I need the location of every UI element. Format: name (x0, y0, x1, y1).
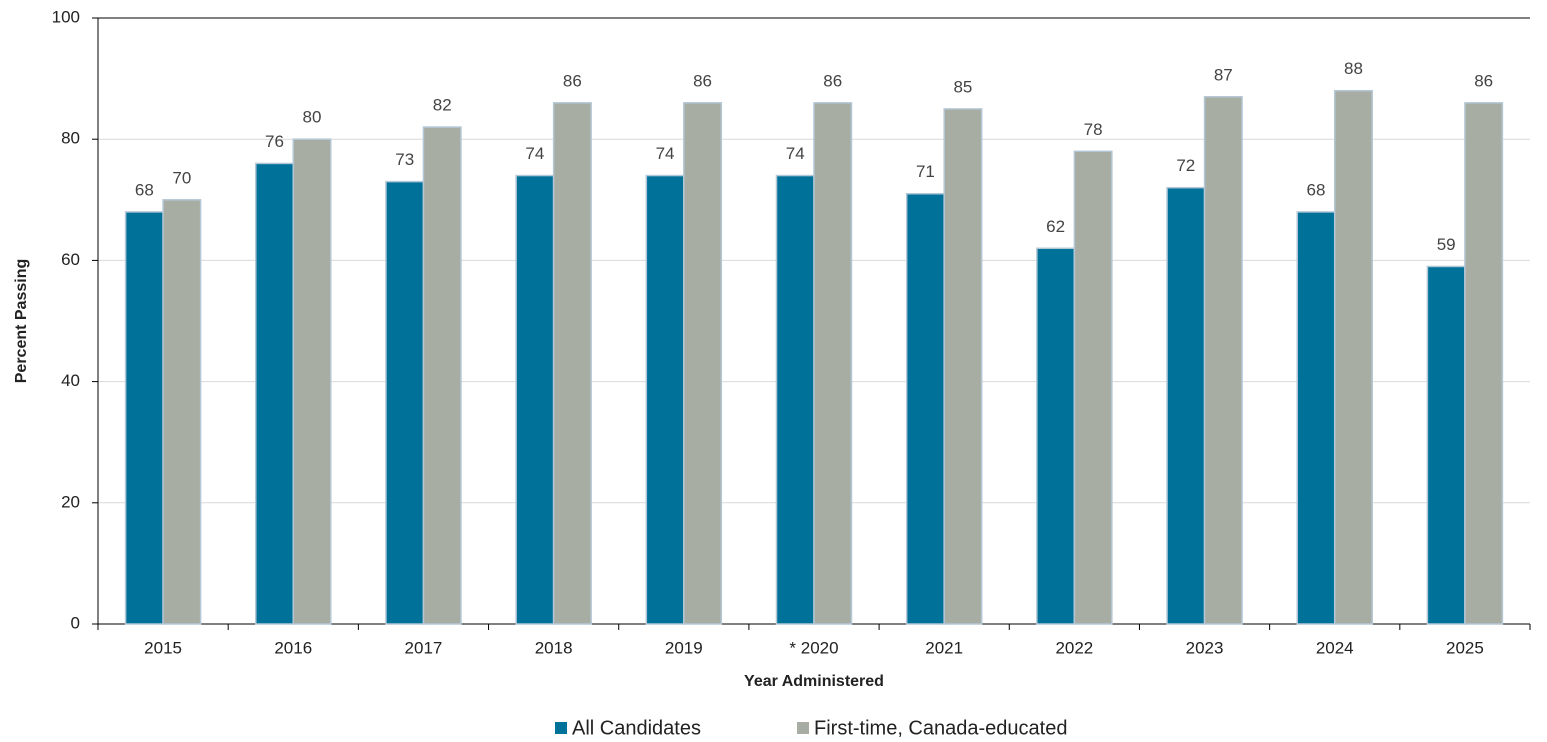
bar (1073, 150, 1113, 625)
value-label: 85 (953, 77, 972, 96)
legend-swatch (555, 722, 567, 734)
value-label: 74 (525, 144, 544, 163)
x-tick-label: 2017 (405, 638, 443, 657)
bar (1296, 211, 1336, 625)
value-label: 80 (303, 108, 322, 127)
x-tick-label: * 2020 (789, 638, 838, 657)
bar (552, 102, 592, 625)
legend-swatch (797, 722, 809, 734)
bar (645, 174, 685, 625)
value-label: 59 (1437, 235, 1456, 254)
x-tick-label: 2019 (665, 638, 703, 657)
value-label: 68 (135, 180, 154, 199)
bar (1333, 89, 1373, 625)
y-axis-label: Percent Passing (13, 259, 30, 384)
x-tick-label: 2018 (535, 638, 573, 657)
bar (515, 174, 555, 625)
bar (775, 174, 815, 625)
bar (943, 108, 983, 625)
x-tick-label: 2023 (1186, 638, 1224, 657)
value-label: 70 (172, 168, 191, 187)
bar (905, 192, 945, 625)
bar (422, 126, 462, 625)
legend-label: All Candidates (572, 717, 701, 739)
value-label: 78 (1084, 120, 1103, 139)
legend-label: First-time, Canada-educated (814, 717, 1067, 739)
bar (292, 138, 332, 625)
bar (1464, 102, 1504, 625)
y-tick-label: 100 (52, 7, 80, 26)
bar (385, 180, 425, 625)
value-label: 86 (1474, 71, 1493, 90)
value-label: 74 (656, 144, 675, 163)
x-tick-label: 2021 (925, 638, 963, 657)
bar (162, 199, 202, 625)
bar (124, 211, 164, 625)
bar (813, 102, 853, 625)
value-label: 68 (1307, 180, 1326, 199)
bar (1166, 186, 1206, 625)
value-label: 88 (1344, 59, 1363, 78)
value-label: 74 (786, 144, 805, 163)
y-tick-label: 40 (61, 371, 80, 390)
y-tick-label: 20 (61, 492, 80, 511)
value-label: 72 (1176, 156, 1195, 175)
bar (255, 162, 295, 625)
bar (1036, 247, 1076, 625)
value-label: 62 (1046, 217, 1065, 236)
x-tick-label: 2024 (1316, 638, 1354, 657)
bar (683, 102, 723, 625)
y-tick-label: 0 (71, 613, 80, 632)
x-tick-label: 2022 (1055, 638, 1093, 657)
y-tick-label: 60 (61, 250, 80, 269)
x-axis-label: Year Administered (744, 673, 884, 690)
bar (1203, 96, 1243, 625)
x-tick-label: 2025 (1446, 638, 1484, 657)
value-label: 73 (395, 150, 414, 169)
value-label: 86 (823, 71, 842, 90)
value-label: 86 (563, 71, 582, 90)
value-label: 82 (433, 96, 452, 115)
value-label: 71 (916, 162, 935, 181)
x-tick-label: 2015 (144, 638, 182, 657)
x-tick-label: 2016 (274, 638, 312, 657)
y-tick-label: 80 (61, 129, 80, 148)
value-label: 76 (265, 132, 284, 151)
value-label: 86 (693, 71, 712, 90)
value-label: 87 (1214, 65, 1233, 84)
bar (1426, 265, 1466, 625)
